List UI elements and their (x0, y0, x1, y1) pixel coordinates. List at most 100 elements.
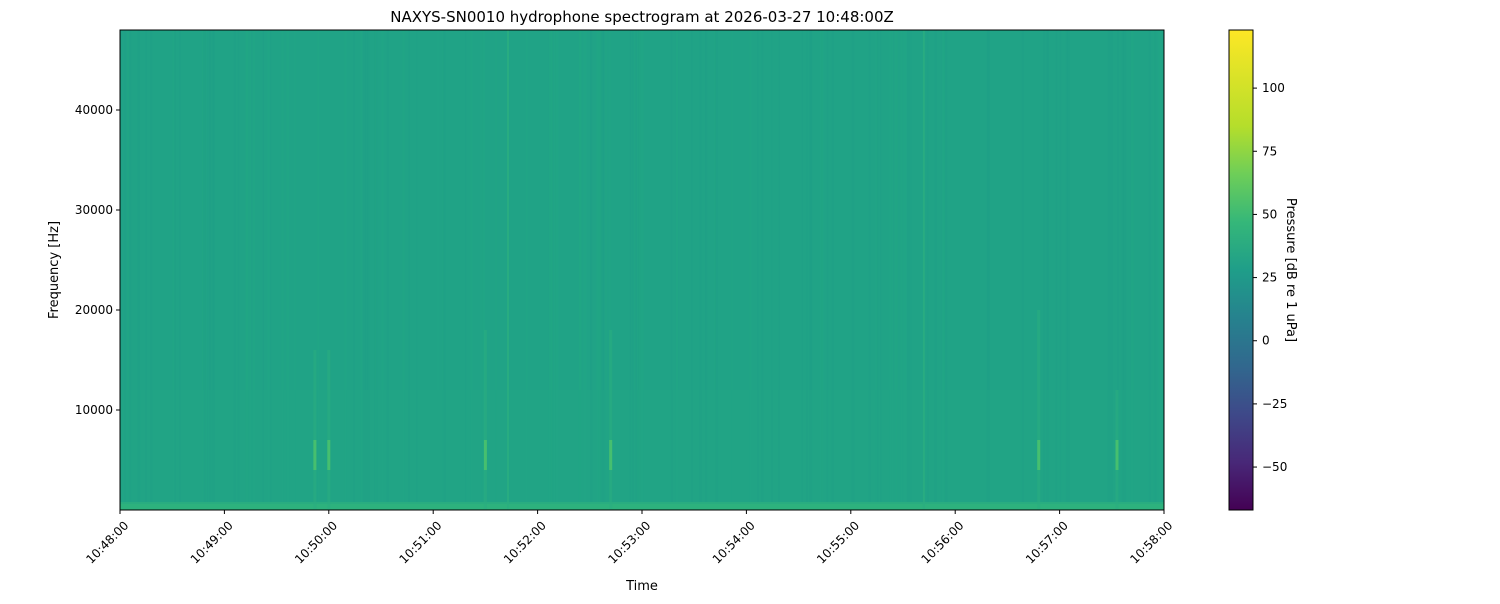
spectrogram-texture-streak (638, 30, 641, 510)
y-tick-label: 30000 (75, 203, 113, 217)
spectrogram-texture-streak (705, 30, 708, 510)
spectrogram-texture-streak (821, 30, 823, 510)
spectrogram-texture-streak (826, 30, 829, 510)
spectrogram-texture-streak (675, 30, 679, 510)
spectrogram-texture-streak (986, 30, 989, 510)
spectrogram-texture-streak (801, 30, 803, 510)
x-tick-label: 10:49:00 (188, 518, 236, 566)
spectrogram-texture-streak (821, 30, 824, 510)
transient-event (922, 30, 925, 510)
spectrogram-texture-streak (771, 30, 773, 510)
colorbar-tick-label: 100 (1262, 81, 1285, 95)
transient-event (1037, 310, 1041, 510)
spectrogram-texture-streak (903, 30, 907, 510)
spectrogram-texture-streak (553, 30, 556, 510)
spectrogram-texture-streak (402, 30, 405, 510)
spectrogram-texture-streak (1059, 30, 1062, 510)
spectrogram-texture-streak (443, 30, 446, 510)
spectrogram-texture-streak (637, 30, 640, 510)
spectrogram-texture-streak (374, 30, 377, 510)
spectrogram-texture-streak (600, 30, 604, 510)
spectrogram-texture-streak (633, 30, 636, 510)
spectrogram-texture-streak (416, 30, 418, 510)
spectrogram-texture-streak (408, 30, 410, 510)
spectrogram-texture-streak (381, 30, 384, 510)
y-tick-label: 40000 (75, 103, 113, 117)
transient-event-peak (327, 440, 331, 470)
colorbar-label: Pressure [dB re 1 uPa] (1283, 198, 1298, 342)
low-frequency-energy (120, 390, 1164, 504)
spectrogram-texture-streak (172, 30, 176, 510)
transient-event-peak (313, 440, 317, 470)
transient-event (327, 350, 331, 510)
spectrogram-texture-streak (761, 30, 764, 510)
spectrogram-texture-streak (1045, 30, 1049, 510)
spectrogram-texture-streak (987, 30, 989, 510)
spectrogram-texture-streak (926, 30, 929, 510)
spectrogram-texture-streak (590, 30, 593, 510)
spectrogram-texture-streak (174, 30, 176, 510)
spectrogram-texture-streak (987, 30, 990, 510)
spectrogram-texture-streak (598, 30, 602, 510)
spectrogram-texture-streak (1158, 30, 1162, 510)
spectrogram-texture-streak (120, 30, 123, 510)
spectrogram-texture-streak (246, 30, 248, 510)
spectrogram-texture-streak (203, 30, 206, 510)
spectrogram-texture-streak (749, 30, 752, 510)
spectrogram-texture-streak (1055, 30, 1058, 510)
spectrogram-texture-streak (891, 30, 894, 510)
spectrogram-texture-streak (1153, 30, 1156, 510)
spectrogram-texture-streak (580, 30, 582, 510)
y-tick-label: 20000 (75, 303, 113, 317)
x-tick-label: 10:56:00 (919, 518, 967, 566)
spectrogram-texture-streak (208, 30, 211, 510)
spectrogram-texture-streak (876, 30, 879, 510)
spectrogram-texture-streak (550, 30, 553, 510)
spectrogram-texture-streak (317, 30, 320, 510)
spectrogram-texture-streak (365, 30, 368, 510)
colorbar-axis: −50 −25 0 25 50 75 100 (1253, 81, 1287, 474)
spectrogram-texture-streak (374, 30, 376, 510)
spectrogram-texture-streak (1047, 30, 1050, 510)
spectrogram-texture-streak (868, 30, 871, 510)
spectrogram-texture-streak (596, 30, 600, 510)
spectrogram-texture-streak (437, 30, 439, 510)
spectrogram-texture-streak (360, 30, 363, 510)
spectrogram-texture-streak (670, 30, 673, 510)
spectrogram-texture-streak (480, 30, 482, 510)
spectrogram-texture-streak (934, 30, 937, 510)
x-axis: 10:48:00 10:49:00 10:50:00 10:51:00 10:52:00… (83, 510, 1175, 566)
y-axis-label: Frequency [Hz] (47, 221, 62, 319)
spectrogram-texture-streak (944, 30, 948, 510)
transient-event (313, 350, 317, 510)
colorbar-tick-label: 50 (1262, 207, 1277, 221)
spectrogram-texture-streak (213, 30, 215, 510)
spectrogram-texture-streak (442, 30, 444, 510)
colorbar-tick-label: −25 (1262, 397, 1287, 411)
spectrogram-texture-streak (262, 30, 264, 510)
spectrogram-texture-streak (555, 30, 559, 510)
spectrogram-texture-streak (605, 30, 607, 510)
spectrogram-texture-streak (609, 30, 611, 510)
x-tick-label: 10:52:00 (501, 518, 549, 566)
spectrogram-texture-streak (249, 30, 252, 510)
spectrogram-texture-streak (363, 30, 366, 510)
low-frequency-band (120, 502, 1164, 510)
spectrogram-texture-streak (778, 30, 780, 510)
spectrogram-texture-streak (1043, 30, 1045, 510)
x-tick-label: 10:50:00 (292, 518, 340, 566)
spectrogram-texture-streak (851, 30, 855, 510)
spectrogram-texture-streak (810, 30, 812, 510)
y-axis: 10000 20000 30000 40000 (75, 103, 120, 417)
spectrogram-texture-streak (583, 30, 587, 510)
spectrogram-texture-streak (1067, 30, 1070, 510)
spectrogram-texture-streak (209, 30, 212, 510)
spectrogram-texture-streak (603, 30, 605, 510)
spectrogram-texture-streak (806, 30, 808, 510)
spectrogram-texture-streak (691, 30, 693, 510)
spectrogram-texture-streak (600, 30, 603, 510)
spectrogram-texture-streak (212, 30, 214, 510)
spectrogram-texture-streak (715, 30, 719, 510)
transient-event (507, 30, 510, 510)
spectrogram-texture-streak (344, 30, 347, 510)
